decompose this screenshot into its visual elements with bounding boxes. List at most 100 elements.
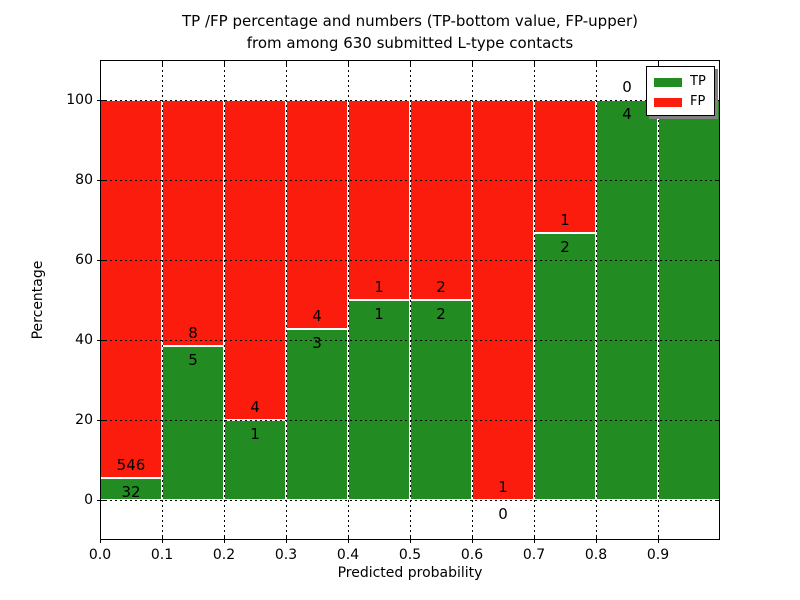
bar-segment-tp bbox=[596, 100, 658, 500]
bar-label-fp: 1 bbox=[374, 278, 384, 296]
x-tick-top bbox=[348, 60, 349, 65]
bar-label-tp: 3 bbox=[312, 333, 322, 352]
legend-entry-tp: TP bbox=[647, 72, 714, 92]
bar-label-tp: 2 bbox=[560, 238, 570, 257]
x-tick-top bbox=[100, 60, 101, 65]
x-tick-bottom bbox=[286, 535, 287, 543]
x-gridline bbox=[533, 60, 535, 540]
x-tick-label: 0.1 bbox=[150, 547, 174, 563]
bar-label-tp: 0 bbox=[498, 505, 508, 523]
fp-swatch-icon bbox=[654, 97, 682, 107]
x-tick-label: 0.9 bbox=[646, 547, 670, 563]
bar-label-fp: 8 bbox=[188, 324, 198, 343]
y-tick-label: 80 bbox=[75, 172, 93, 188]
bar-segment-tp bbox=[534, 233, 596, 500]
x-tick-top bbox=[596, 60, 597, 65]
bar-segment-fp bbox=[100, 100, 162, 478]
x-tick-label: 0.5 bbox=[398, 547, 422, 563]
y-tick-left bbox=[97, 99, 105, 101]
x-gridline bbox=[595, 60, 597, 540]
y-gridline bbox=[100, 259, 720, 261]
y-gridline bbox=[100, 499, 720, 501]
y-tick-right bbox=[715, 99, 720, 101]
legend-entry-label: TP bbox=[690, 74, 706, 89]
y-gridline bbox=[100, 339, 720, 341]
x-axis-label: Predicted probability bbox=[337, 565, 483, 581]
x-tick-bottom bbox=[348, 535, 349, 543]
bar-segment-tp bbox=[348, 300, 410, 500]
y-tick-left bbox=[97, 339, 105, 341]
x-gridline bbox=[161, 60, 163, 540]
bar-segment-tp bbox=[286, 328, 348, 500]
x-tick-bottom bbox=[410, 535, 411, 543]
x-tick-top bbox=[472, 60, 473, 65]
x-tick-label: 0.7 bbox=[522, 547, 546, 563]
y-tick-label: 40 bbox=[75, 332, 93, 348]
y-tick-right bbox=[715, 499, 720, 501]
bar-segment-fp bbox=[286, 100, 348, 329]
bar-segment-fp bbox=[348, 100, 410, 300]
bar-segment-fp bbox=[410, 100, 472, 300]
x-tick-bottom bbox=[100, 535, 101, 543]
chart-title-line1: TP /FP percentage and numbers (TP-bottom… bbox=[182, 12, 638, 30]
x-tick-top bbox=[224, 60, 225, 65]
x-tick-top bbox=[658, 60, 659, 65]
y-axis-label: Percentage bbox=[30, 260, 46, 340]
y-tick-label: 20 bbox=[75, 412, 93, 428]
bar-label-fp: 4 bbox=[312, 306, 322, 325]
legend-entry-fp: FP bbox=[647, 92, 714, 112]
y-gridline bbox=[100, 419, 720, 421]
x-tick-bottom bbox=[596, 535, 597, 543]
x-tick-top bbox=[286, 60, 287, 65]
y-tick-left bbox=[97, 419, 105, 421]
bar-label-tp: 32 bbox=[121, 482, 141, 501]
y-tick-label: 60 bbox=[75, 252, 93, 268]
bar-label-tp: 4 bbox=[622, 105, 632, 123]
bar-segment-tp bbox=[410, 300, 472, 500]
bar-label-fp: 1 bbox=[498, 478, 508, 496]
chart-title-line2: from among 630 submitted L-type contacts bbox=[246, 34, 574, 52]
y-tick-right bbox=[715, 419, 720, 421]
x-tick-top bbox=[534, 60, 535, 65]
x-gridline bbox=[285, 60, 287, 540]
x-tick-bottom bbox=[658, 535, 659, 543]
x-gridline bbox=[223, 60, 225, 540]
x-tick-label: 0.3 bbox=[274, 547, 298, 563]
x-tick-top bbox=[410, 60, 411, 65]
bar-segment-tp bbox=[658, 100, 720, 500]
x-gridline bbox=[657, 60, 659, 540]
bar-label-fp: 0 bbox=[622, 78, 632, 96]
y-tick-left bbox=[97, 259, 105, 261]
y-gridline bbox=[100, 179, 720, 181]
y-tick-right bbox=[715, 339, 720, 341]
legend-entry-label: FP bbox=[690, 94, 706, 109]
bar-label-tp: 1 bbox=[374, 305, 384, 323]
tp-swatch-icon bbox=[654, 77, 682, 87]
y-tick-right bbox=[715, 259, 720, 261]
x-tick-bottom bbox=[162, 535, 163, 543]
bar-label-fp: 546 bbox=[116, 455, 146, 474]
bar-label-tp: 5 bbox=[188, 351, 198, 370]
x-gridline bbox=[409, 60, 411, 540]
bar-label-tp: 1 bbox=[250, 425, 260, 443]
bar-label-fp: 1 bbox=[560, 211, 570, 230]
y-gridline bbox=[100, 99, 720, 101]
y-tick-label: 100 bbox=[66, 92, 93, 108]
bar-label-fp: 2 bbox=[436, 278, 446, 296]
y-tick-right bbox=[715, 179, 720, 181]
bar-label-fp: 4 bbox=[250, 398, 260, 416]
bar-label-tp: 2 bbox=[436, 305, 446, 323]
y-tick-left bbox=[97, 179, 105, 181]
legend: TP FP bbox=[646, 66, 715, 116]
bar-segment-fp bbox=[162, 100, 224, 347]
x-tick-bottom bbox=[472, 535, 473, 543]
y-tick-left bbox=[97, 499, 105, 501]
x-tick-label: 0.0 bbox=[88, 547, 112, 563]
bar-segment-fp bbox=[472, 100, 534, 500]
bar-segment-tp bbox=[224, 420, 286, 500]
x-tick-label: 0.6 bbox=[460, 547, 484, 563]
x-tick-bottom bbox=[224, 535, 225, 543]
x-tick-label: 0.8 bbox=[584, 547, 608, 563]
